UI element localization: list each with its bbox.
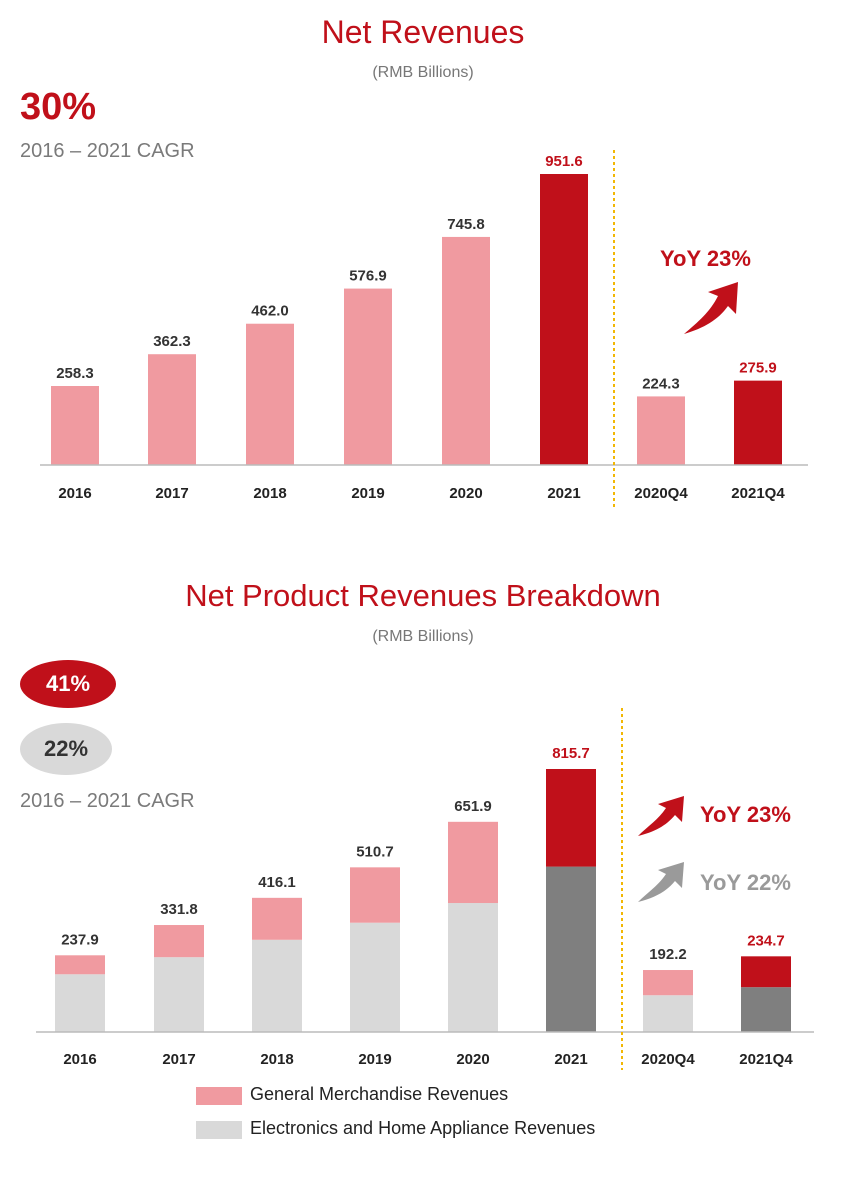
tick-label-2018: 2018 [253, 485, 286, 502]
tick-label-2021q4: 2021Q4 [739, 1051, 793, 1068]
tick-label-2021: 2021 [547, 485, 580, 502]
top-cagr-label: 2016 – 2021 CAGR [20, 140, 195, 162]
bar-2018 [246, 323, 294, 465]
top-cagr-value: 30% [20, 86, 97, 128]
total-label-2020: 651.9 [454, 798, 492, 815]
data-label-2017: 362.3 [153, 333, 191, 350]
bottom-bars-group: 237.9 2016 331.8 2017 416.1 2018 510.7 2019 651.… [55, 745, 793, 1068]
bar-general-merchandise-2020q4 [643, 970, 693, 996]
cagr-pill-red: 41% [20, 660, 116, 708]
data-label-2018: 462.0 [251, 303, 289, 320]
bottom-yoy-red: YoY 23% [700, 802, 791, 827]
bar-electronics-2021 [546, 866, 596, 1032]
cagr-pill-gray: 22% [20, 723, 112, 775]
bar-2019 [344, 288, 392, 465]
red-up-arrow-icon [684, 282, 738, 334]
bar-general-merchandise-2016 [55, 955, 105, 975]
bar-2020q4 [637, 396, 685, 465]
bar-electronics-2016 [55, 974, 105, 1032]
tick-label-2016: 2016 [58, 485, 91, 502]
tick-label-2021: 2021 [554, 1051, 587, 1068]
bar-2021q4 [734, 380, 782, 465]
top-chart-title: Net Revenues [321, 14, 525, 50]
bar-general-merchandise-2018 [252, 897, 302, 940]
total-label-2021: 815.7 [552, 745, 590, 762]
legend-label-electronics: Electronics and Home Appliance Revenues [250, 1118, 596, 1138]
bar-electronics-2021q4 [741, 987, 791, 1032]
tick-label-2017: 2017 [155, 485, 188, 502]
data-label-2020q4: 224.3 [642, 375, 680, 392]
top-yoy-label: YoY 23% [660, 246, 751, 271]
tick-label-2020: 2020 [456, 1051, 489, 1068]
data-label-2021q4: 275.9 [739, 360, 777, 377]
tick-label-2017: 2017 [162, 1051, 195, 1068]
bar-electronics-2019 [350, 922, 400, 1032]
bar-2016 [51, 386, 99, 465]
legend-label-general-merchandise: General Merchandise Revenues [250, 1084, 509, 1104]
total-label-2018: 416.1 [258, 874, 296, 891]
tick-label-2019: 2019 [351, 485, 384, 502]
data-label-2016: 258.3 [56, 365, 94, 382]
tick-label-2018: 2018 [260, 1051, 293, 1068]
tick-label-2019: 2019 [358, 1051, 391, 1068]
tick-label-2016: 2016 [63, 1051, 96, 1068]
total-label-2017: 331.8 [160, 901, 198, 918]
bar-2021 [540, 174, 588, 465]
total-label-2019: 510.7 [356, 843, 394, 860]
bar-electronics-2020q4 [643, 995, 693, 1032]
tick-label-2020: 2020 [449, 485, 482, 502]
bar-general-merchandise-2021q4 [741, 956, 791, 988]
bar-electronics-2017 [154, 957, 204, 1032]
bottom-chart-title: Net Product Revenues Breakdown [185, 578, 661, 613]
bar-general-merchandise-2021 [546, 769, 596, 867]
bar-general-merchandise-2020 [448, 821, 498, 904]
data-label-2019: 576.9 [349, 268, 387, 285]
top-chart-subtitle: (RMB Billions) [372, 64, 474, 81]
bar-general-merchandise-2019 [350, 867, 400, 923]
total-label-2020q4: 192.2 [649, 946, 687, 963]
red-up-arrow-icon [638, 796, 684, 836]
tick-label-2020q4: 2020Q4 [634, 485, 688, 502]
bar-2017 [148, 354, 196, 465]
net-revenues-chart: 258.3 2016 362.3 2017 462.0 2018 576.9 2019 745.… [40, 150, 808, 510]
total-label-2016: 237.9 [61, 931, 99, 948]
tick-label-2021q4: 2021Q4 [731, 485, 785, 502]
legend-swatch-general-merchandise [196, 1087, 242, 1105]
tick-label-2020q4: 2020Q4 [641, 1051, 695, 1068]
bottom-cagr-label: 2016 – 2021 CAGR [20, 790, 195, 812]
bottom-yoy-gray: YoY 22% [700, 870, 791, 895]
gray-up-arrow-icon [638, 862, 684, 902]
legend-swatch-electronics [196, 1121, 242, 1139]
bar-2020 [442, 236, 490, 465]
data-label-2021: 951.6 [545, 153, 583, 170]
total-label-2021q4: 234.7 [747, 932, 785, 949]
bottom-chart-subtitle: (RMB Billions) [372, 628, 474, 645]
bar-general-merchandise-2017 [154, 925, 204, 958]
top-bars-group: 258.3 2016 362.3 2017 462.0 2018 576.9 2019 745.… [51, 153, 785, 502]
bar-electronics-2020 [448, 903, 498, 1032]
bar-electronics-2018 [252, 939, 302, 1032]
data-label-2020: 745.8 [447, 216, 485, 233]
